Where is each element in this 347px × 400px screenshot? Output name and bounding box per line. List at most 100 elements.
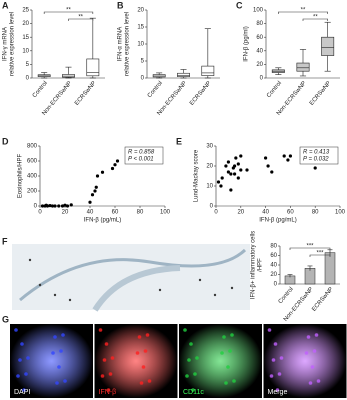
y-tick-label: 30 bbox=[206, 144, 213, 150]
cell bbox=[279, 356, 284, 360]
cell bbox=[57, 365, 61, 369]
stained-cells bbox=[28, 258, 234, 302]
cell bbox=[53, 335, 57, 339]
x-tick-label: ECRSwNP bbox=[311, 286, 334, 312]
cell bbox=[61, 333, 65, 337]
y-tick-label: 100 bbox=[253, 8, 264, 14]
cell bbox=[271, 358, 276, 362]
point bbox=[93, 189, 97, 193]
y-axis-label: /HPF bbox=[258, 258, 264, 272]
cell bbox=[137, 335, 142, 339]
significance-label: *** bbox=[306, 244, 314, 250]
cell bbox=[26, 356, 30, 360]
y-axis-label: Lund-Mackay score bbox=[194, 149, 200, 202]
point bbox=[313, 166, 317, 170]
y-tick-label: 0 bbox=[260, 76, 264, 82]
y-axis-label: Eosinophils/HPF bbox=[18, 153, 24, 198]
x-tick-label: 60 bbox=[287, 210, 294, 216]
point bbox=[94, 185, 98, 189]
cell bbox=[230, 333, 234, 337]
cell bbox=[183, 328, 187, 332]
significance-bracket bbox=[289, 247, 331, 250]
point bbox=[288, 154, 292, 158]
significance-bracket bbox=[278, 11, 328, 14]
cell bbox=[18, 358, 22, 362]
y-tick-label: 60 bbox=[270, 253, 277, 259]
point bbox=[233, 164, 237, 168]
cell bbox=[267, 328, 272, 332]
point bbox=[229, 172, 233, 176]
y-tick-label: 40 bbox=[256, 48, 263, 54]
stats-text: P = 0.032 bbox=[303, 157, 329, 163]
point bbox=[239, 168, 243, 172]
cell bbox=[185, 374, 189, 378]
point bbox=[216, 180, 221, 184]
fluorescence-image bbox=[94, 324, 178, 398]
x-axis-label: IFN-β (pg/mL) bbox=[84, 218, 121, 224]
cell bbox=[55, 381, 59, 385]
channel-label: CD11c bbox=[183, 389, 204, 396]
fluorescence-image bbox=[10, 324, 93, 398]
y-tick-label: 0 bbox=[210, 204, 214, 210]
cell bbox=[224, 381, 228, 385]
y-tick-label: 200 bbox=[27, 189, 38, 195]
x-tick-label: 100 bbox=[335, 210, 346, 216]
cell bbox=[143, 349, 148, 353]
point bbox=[219, 184, 223, 188]
cell bbox=[14, 328, 18, 332]
point bbox=[95, 174, 100, 178]
panel-label: E bbox=[176, 136, 182, 146]
point bbox=[234, 156, 238, 160]
cell bbox=[104, 342, 109, 346]
x-tick-label: ECRSwNP bbox=[189, 80, 212, 106]
point bbox=[224, 164, 228, 168]
point bbox=[100, 170, 105, 174]
y-tick-label: 10 bbox=[137, 42, 144, 48]
point bbox=[65, 204, 70, 208]
cell bbox=[22, 388, 26, 392]
y-tick-label: 20 bbox=[206, 164, 213, 170]
cell bbox=[310, 365, 315, 369]
cell bbox=[98, 328, 103, 332]
panel-label: B bbox=[117, 0, 124, 10]
y-tick-label: 20 bbox=[137, 8, 144, 14]
point bbox=[226, 160, 230, 164]
x-axis-label: IFN-β (pg/mL) bbox=[259, 218, 296, 224]
fluorescence-image bbox=[263, 324, 347, 398]
channel-label: IFN-β bbox=[99, 389, 117, 396]
y-axis-label: IFN-γ mRNA bbox=[3, 27, 9, 61]
point bbox=[233, 172, 237, 176]
x-tick-label: 0 bbox=[214, 210, 218, 216]
significance-bracket bbox=[302, 18, 328, 21]
cell bbox=[273, 342, 278, 346]
x-tick-label: 40 bbox=[262, 210, 269, 216]
panel-label: D bbox=[2, 136, 9, 146]
x-tick-label: 20 bbox=[237, 210, 244, 216]
cell bbox=[314, 333, 319, 337]
cell bbox=[232, 379, 236, 383]
stats-text: P < 0.001 bbox=[128, 157, 154, 163]
point bbox=[48, 204, 52, 208]
tissue-structure bbox=[92, 265, 181, 312]
x-tick-label: 100 bbox=[160, 210, 171, 216]
x-tick-label: Control bbox=[266, 80, 283, 99]
cell bbox=[306, 335, 311, 339]
y-axis-label: relative expression level bbox=[10, 12, 16, 76]
point bbox=[60, 204, 65, 208]
box bbox=[321, 36, 335, 56]
y-tick-label: 40 bbox=[270, 263, 277, 269]
x-tick-label: 20 bbox=[62, 210, 69, 216]
point bbox=[40, 204, 45, 208]
point bbox=[236, 176, 240, 180]
x-tick-label: 80 bbox=[312, 210, 319, 216]
y-tick-label: 400 bbox=[27, 174, 38, 180]
point bbox=[90, 193, 95, 197]
x-tick-label: 0 bbox=[38, 210, 42, 216]
box bbox=[296, 62, 310, 72]
y-tick-label: 0 bbox=[274, 282, 278, 288]
point bbox=[220, 176, 224, 180]
point bbox=[264, 156, 268, 160]
panel-label: A bbox=[2, 0, 9, 10]
bar bbox=[324, 252, 336, 285]
